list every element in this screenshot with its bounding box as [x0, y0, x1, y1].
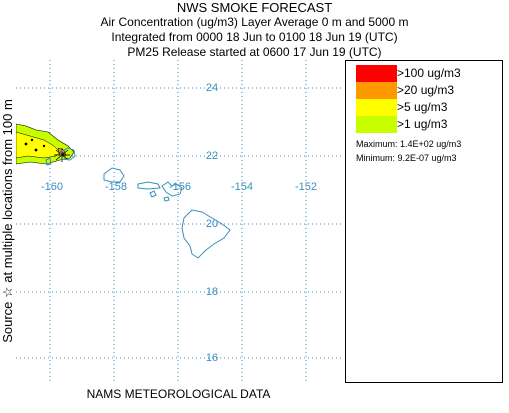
legend-swatch-lime [356, 116, 397, 133]
legend-swatch-red [356, 65, 397, 82]
kauai-island [59, 147, 76, 161]
forecast-title: NWS SMOKE FORECAST [176, 0, 333, 15]
integration-period: Integrated from 0000 18 Jun to 0100 18 J… [111, 30, 398, 44]
lon-label-152: -152 [295, 181, 317, 193]
lon-label-158: -158 [105, 181, 127, 193]
minimum-value: Minimum: 9.2E-07 ug/m3 [356, 153, 457, 163]
release-info: PM25 Release started at 0600 17 Jun 19 (… [127, 45, 382, 59]
legend-swatch-yellow [356, 99, 397, 116]
legend-label: >1 ug/m3 [397, 117, 448, 131]
niihau-island [45, 157, 52, 166]
lat-label-18: 18 [206, 286, 218, 298]
legend-item-5: >5 ug/m3 [356, 99, 496, 116]
legend-label: >100 ug/m3 [397, 66, 461, 80]
lat-label-20: 20 [206, 218, 218, 230]
lon-label-160: -160 [41, 181, 63, 193]
legend-label: >5 ug/m3 [397, 100, 448, 114]
map-grid [16, 60, 341, 383]
concentration-legend: >100 ug/m3 >20 ug/m3 >5 ug/m3 >1 ug/m3 M… [345, 60, 503, 383]
lon-label-154: -154 [231, 181, 253, 193]
legend-item-20: >20 ug/m3 [356, 82, 496, 99]
lat-label-24: 24 [206, 82, 218, 94]
met-data-label: NAMS METEOROLOGICAL DATA [86, 387, 271, 401]
lat-label-16: 16 [206, 352, 218, 364]
maximum-value: Maximum: 1.4E+02 ug/m3 [356, 139, 462, 149]
lat-label-22: 22 [206, 150, 218, 162]
concentration-description: Air Concentration (ug/m3) Layer Average … [100, 15, 409, 29]
oahu-island [103, 167, 125, 183]
legend-swatch-orange [356, 82, 397, 99]
legend-item-100: >100 ug/m3 [356, 65, 496, 82]
kahoolawe-island [163, 196, 170, 202]
molokai-island [137, 181, 161, 190]
lanai-island [149, 190, 157, 198]
coastlines [45, 147, 231, 259]
maui-island [161, 181, 183, 197]
legend-item-1: >1 ug/m3 [356, 116, 496, 133]
source-star-icon [54, 148, 70, 162]
big-island [181, 209, 231, 259]
smoke-map: 24 22 20 18 16 -160 -158 -156 -154 -152 [15, 60, 341, 383]
legend-label: >20 ug/m3 [397, 83, 455, 97]
